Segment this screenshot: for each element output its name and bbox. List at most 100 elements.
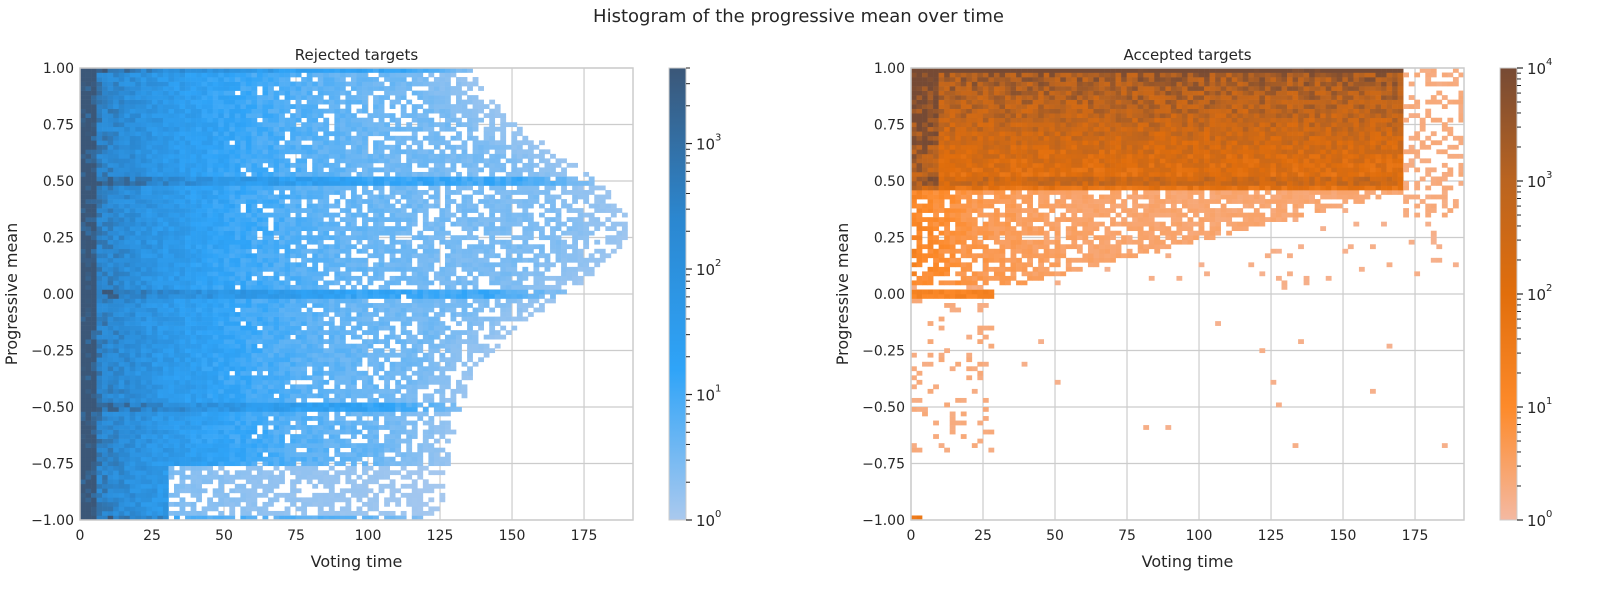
- heatmap-cell: [373, 167, 379, 173]
- heatmap-cell: [140, 294, 147, 299]
- heatmap-cell: [295, 113, 302, 119]
- heatmap-cell: [301, 303, 308, 308]
- heatmap-cell: [223, 479, 230, 485]
- heatmap-cell: [362, 167, 368, 173]
- heatmap-cell: [256, 506, 263, 512]
- heatmap-cell: [268, 244, 274, 250]
- heatmap-cell: [102, 104, 108, 109]
- heatmap-cell: [207, 190, 214, 195]
- heatmap-cell: [190, 190, 197, 195]
- heatmap-cell: [146, 226, 153, 232]
- heatmap-cell: [207, 140, 214, 146]
- heatmap-cell: [328, 86, 335, 91]
- heatmap-cell: [207, 474, 214, 480]
- heatmap-cell: [251, 221, 258, 227]
- heatmap-cell: [129, 474, 136, 480]
- heatmap-cell: [350, 393, 357, 399]
- heatmap-cell: [328, 72, 335, 78]
- heatmap-cell: [162, 443, 169, 448]
- heatmap-cell: [201, 131, 208, 137]
- heatmap-cell: [107, 181, 114, 186]
- heatmap-cell: [345, 72, 352, 78]
- heatmap-cell: [317, 370, 324, 376]
- heatmap-cell: [129, 352, 136, 358]
- heatmap-cell: [301, 144, 308, 150]
- heatmap-cell: [323, 199, 330, 204]
- heatmap-cell: [339, 171, 346, 177]
- heatmap-cell: [251, 271, 258, 277]
- heatmap-cell: [223, 257, 230, 263]
- heatmap-cell: [190, 126, 197, 132]
- heatmap-cell: [201, 307, 208, 313]
- heatmap-cell: [196, 230, 202, 236]
- heatmap-cell: [262, 434, 269, 439]
- heatmap-cell: [168, 352, 175, 358]
- heatmap-cell: [362, 307, 368, 313]
- heatmap-cell: [96, 262, 103, 268]
- heatmap-cell: [284, 452, 291, 458]
- heatmap-cell: [234, 280, 241, 286]
- heatmap-cell: [162, 339, 169, 345]
- heatmap-cell: [317, 235, 324, 241]
- heatmap-cell: [179, 253, 186, 259]
- heatmap-cell: [207, 325, 214, 331]
- heatmap-cell: [306, 443, 313, 448]
- heatmap-cell: [113, 271, 120, 277]
- heatmap-cell: [218, 257, 225, 263]
- heatmap-cell: [185, 379, 191, 385]
- heatmap-cell: [85, 316, 92, 322]
- heatmap-cell: [373, 348, 379, 354]
- heatmap-cell: [118, 162, 125, 168]
- heatmap-cell: [290, 452, 296, 458]
- heatmap-cell: [328, 510, 335, 516]
- heatmap-cell: [268, 393, 274, 399]
- heatmap-cell: [262, 199, 269, 204]
- heatmap-cell: [129, 307, 136, 313]
- heatmap-cell: [118, 226, 125, 232]
- heatmap-cell: [146, 199, 153, 204]
- heatmap-cell: [174, 361, 180, 367]
- heatmap-cell: [85, 339, 92, 345]
- heatmap-cell: [91, 217, 97, 222]
- heatmap-cell: [168, 294, 175, 299]
- heatmap-cell: [151, 474, 158, 480]
- heatmap-cell: [317, 248, 324, 254]
- heatmap-cell: [185, 81, 191, 87]
- heatmap-cell: [345, 140, 352, 146]
- heatmap-cell: [306, 298, 313, 304]
- heatmap-cell: [207, 108, 214, 114]
- heatmap-cell: [96, 284, 103, 290]
- heatmap-cell: [201, 294, 208, 299]
- heatmap-cell: [118, 99, 125, 105]
- heatmap-cell: [102, 456, 108, 462]
- heatmap-cell: [146, 425, 153, 430]
- heatmap-cell: [80, 330, 86, 335]
- heatmap-cell: [323, 470, 330, 476]
- heatmap-cell: [367, 171, 374, 177]
- heatmap-cell: [85, 90, 92, 96]
- heatmap-cell: [290, 303, 296, 308]
- heatmap-cell: [245, 443, 252, 448]
- heatmap-cell: [251, 131, 258, 137]
- heatmap-cell: [212, 190, 219, 195]
- heatmap-cell: [245, 217, 252, 222]
- heatmap-cell: [301, 375, 308, 381]
- heatmap-cell: [223, 194, 230, 200]
- heatmap-cell: [373, 271, 379, 277]
- heatmap-cell: [124, 68, 131, 73]
- heatmap-cell: [262, 334, 269, 340]
- heatmap-cell: [157, 492, 164, 498]
- heatmap-cell: [207, 181, 214, 186]
- heatmap-cell: [190, 402, 197, 408]
- heatmap-cell: [201, 257, 208, 263]
- heatmap-cell: [256, 407, 263, 412]
- heatmap-cell: [229, 262, 236, 268]
- heatmap-cell: [350, 294, 357, 299]
- heatmap-cell: [240, 266, 247, 272]
- heatmap-cell: [96, 325, 103, 331]
- heatmap-cell: [168, 434, 175, 439]
- heatmap-cell: [256, 339, 263, 345]
- heatmap-cell: [262, 321, 269, 326]
- heatmap-cell: [350, 117, 357, 123]
- heatmap-cell: [229, 294, 236, 299]
